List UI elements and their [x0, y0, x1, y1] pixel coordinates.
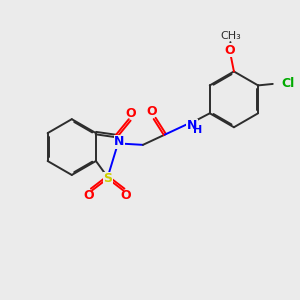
Text: O: O [84, 189, 94, 203]
Text: H: H [194, 124, 203, 135]
Text: N: N [114, 135, 124, 148]
Text: Cl: Cl [282, 77, 295, 90]
Text: S: S [103, 172, 112, 185]
Text: O: O [121, 189, 131, 203]
Text: O: O [126, 107, 136, 120]
Text: N: N [187, 119, 197, 132]
Text: CH₃: CH₃ [220, 31, 241, 41]
Text: O: O [224, 44, 235, 57]
Text: O: O [146, 106, 157, 118]
